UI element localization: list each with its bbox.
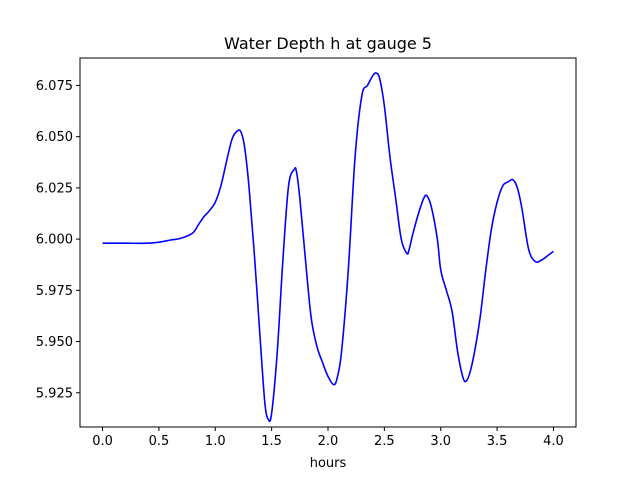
- x-tick-label: 3.0: [430, 434, 451, 449]
- y-tick-label: 6.000: [36, 233, 73, 248]
- x-axis-label: hours: [310, 456, 347, 471]
- x-tick-label: 0.5: [149, 434, 170, 449]
- x-tick-label: 1.0: [205, 434, 226, 449]
- x-tick-label: 2.5: [374, 434, 395, 449]
- y-tick-label: 5.975: [36, 284, 73, 299]
- y-tick-label: 5.950: [36, 335, 73, 350]
- x-axis-ticks: 0.0 0.5 1.0 1.5 2.0 2.5 3.0 3.5 4.0: [92, 427, 564, 449]
- x-tick-label: 2.0: [318, 434, 339, 449]
- y-axis-ticks: 5.925 5.950 5.975 6.000 6.025 6.050 6.075: [36, 79, 80, 401]
- y-tick-label: 6.025: [36, 181, 73, 196]
- x-tick-label: 4.0: [543, 434, 564, 449]
- chart-title: Water Depth h at gauge 5: [224, 34, 432, 53]
- series-layer: [102, 72, 554, 423]
- y-tick-label: 5.925: [36, 386, 73, 401]
- x-tick-label: 3.5: [487, 434, 508, 449]
- y-tick-label: 6.075: [36, 79, 73, 94]
- series-line: [102, 72, 554, 423]
- x-tick-label: 0.0: [92, 434, 113, 449]
- plot-area-frame: [79, 57, 577, 428]
- y-tick-label: 6.050: [36, 130, 73, 145]
- x-tick-label: 1.5: [261, 434, 282, 449]
